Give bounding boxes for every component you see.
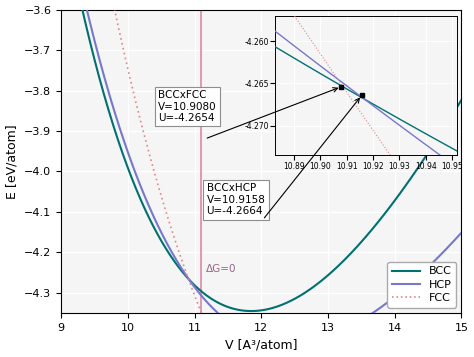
Text: BCCxHCP
V=10.9158
U=-4.2664: BCCxHCP V=10.9158 U=-4.2664 <box>207 183 265 216</box>
Text: BCCxFCC
V=10.9080
U=-4.2654: BCCxFCC V=10.9080 U=-4.2654 <box>158 90 217 123</box>
Y-axis label: E [eV/atom]: E [eV/atom] <box>6 124 18 199</box>
X-axis label: V [A³/atom]: V [A³/atom] <box>225 338 298 351</box>
Legend: BCC, HCP, FCC: BCC, HCP, FCC <box>387 262 456 308</box>
Text: ΔG=0: ΔG=0 <box>206 263 237 273</box>
